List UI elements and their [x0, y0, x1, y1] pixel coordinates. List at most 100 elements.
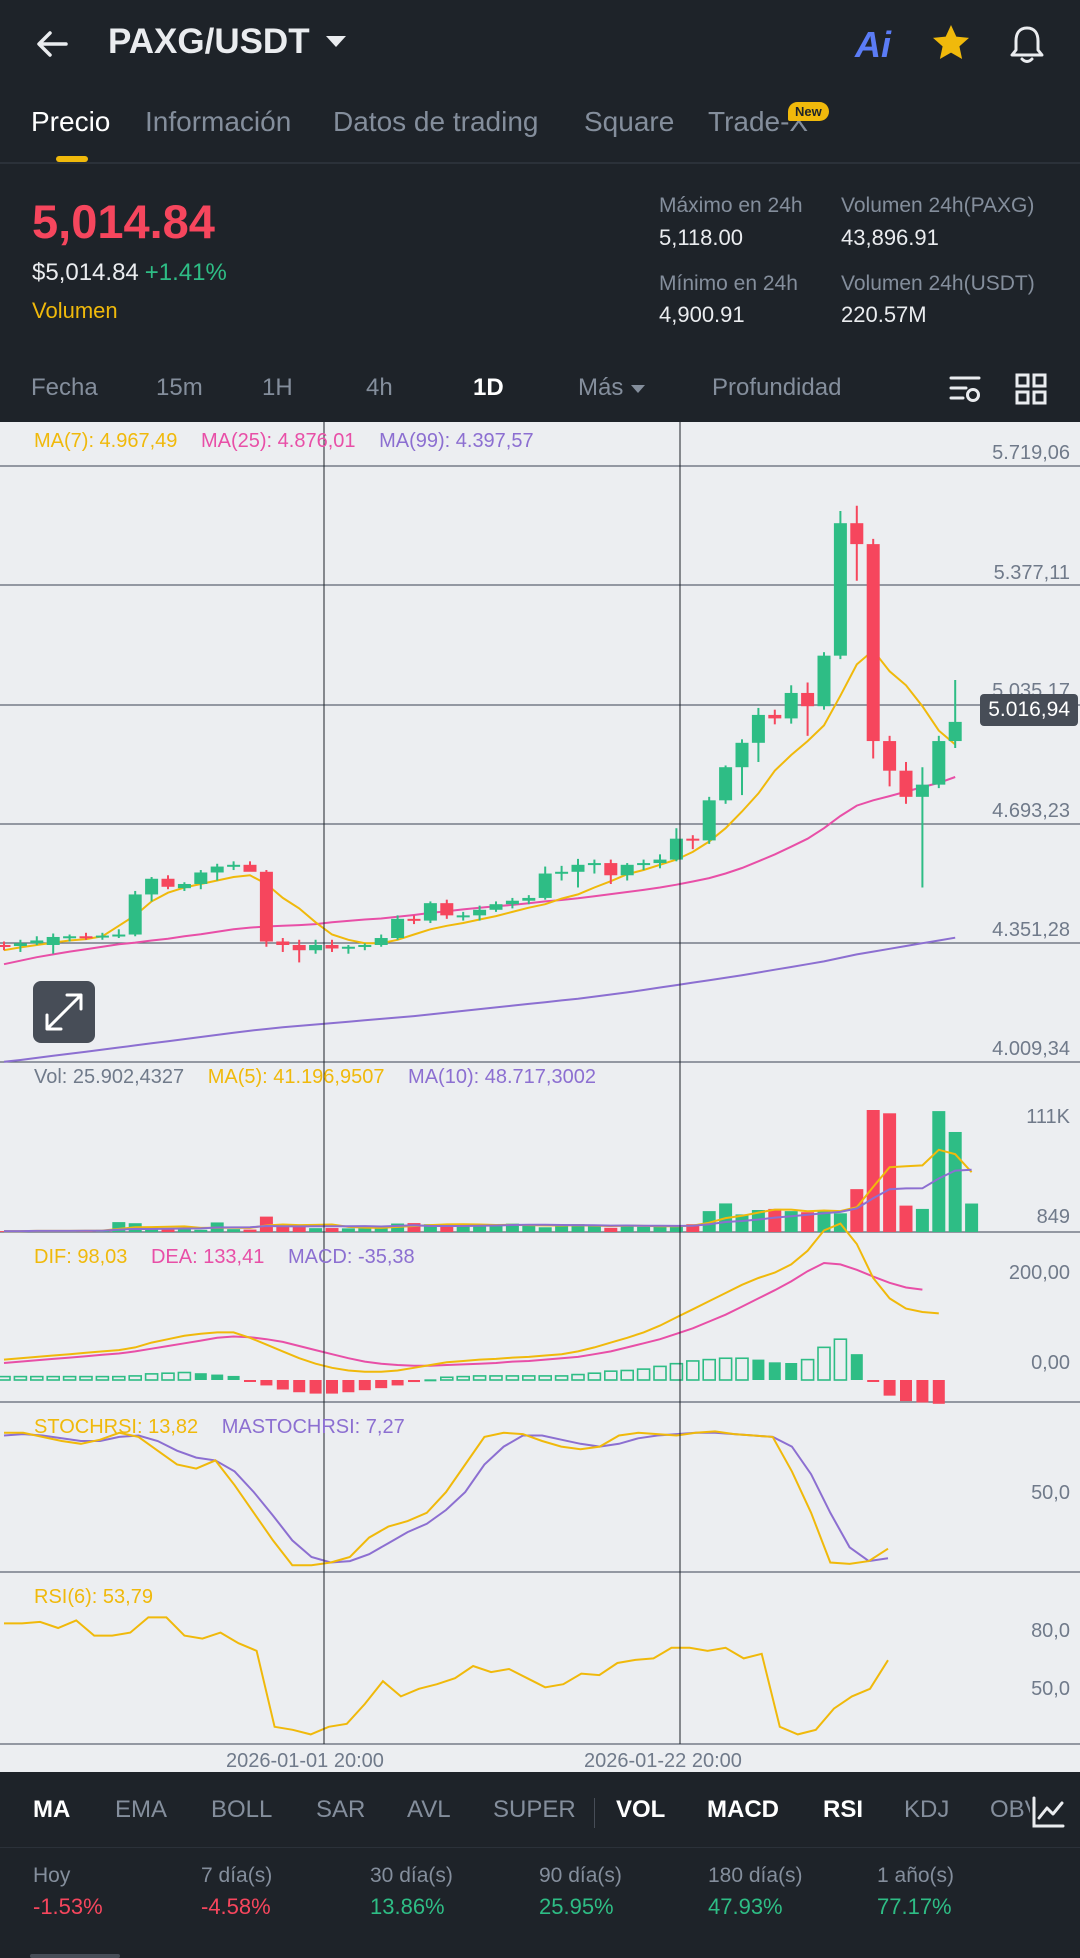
perf-value: -1.53% — [33, 1894, 103, 1919]
legend-dif: DIF: 98,03 — [34, 1246, 128, 1268]
candles — [0, 505, 962, 963]
volume-bar — [915, 1208, 929, 1232]
expand-icon — [45, 993, 83, 1031]
expand-chart-button[interactable] — [33, 981, 95, 1043]
ma-legend: MA(7): 4.967,49 MA(25): 4.876,01 MA(99):… — [34, 430, 552, 453]
indicator-boll[interactable]: BOLL — [211, 1796, 273, 1823]
macd-histogram-bar — [177, 1371, 192, 1381]
volume-legend: Vol: 25.902,4327 MA(5): 41.196,9507 MA(1… — [34, 1066, 614, 1089]
indicator-super[interactable]: SUPER — [493, 1796, 576, 1823]
perf-value: 13.86% — [370, 1894, 445, 1919]
back-arrow-icon[interactable] — [32, 24, 72, 64]
indicator-settings-icon[interactable] — [1030, 1794, 1066, 1830]
ai-assistant-icon[interactable]: Ai — [855, 24, 891, 65]
volume-bar — [276, 1224, 290, 1232]
candle-body — [751, 714, 765, 743]
mastochrsi-line — [3, 1431, 889, 1564]
candle-body — [719, 767, 733, 801]
macd-histogram-bar — [161, 1372, 175, 1381]
macd-histogram-bar — [439, 1376, 454, 1381]
tab-square[interactable]: Square — [584, 106, 675, 137]
volume-bar — [784, 1211, 798, 1232]
interval-1d[interactable]: 1D — [473, 374, 504, 401]
macd-histogram-bar — [554, 1375, 569, 1381]
volume-bar — [669, 1226, 683, 1232]
perf-label: 1 año(s) — [877, 1864, 955, 1887]
volume-link[interactable]: Volumen — [32, 298, 118, 323]
candle-body — [243, 864, 257, 872]
interval-15m[interactable]: 15m — [156, 374, 203, 401]
macd-panel — [0, 1222, 945, 1404]
trading-pair-title[interactable]: PAXG/USDT — [108, 22, 310, 61]
legend-vol-ma5: MA(5): 41.196,9507 — [207, 1066, 385, 1088]
legend-ma25: MA(25): 4.876,01 — [200, 430, 356, 452]
candle-body — [276, 941, 290, 945]
price-axis-tick: 5.719,06 — [992, 442, 1070, 464]
legend-macd: MACD: -35,38 — [287, 1246, 415, 1268]
macd-histogram-bar — [867, 1380, 880, 1382]
volume-bar — [817, 1210, 831, 1232]
candle-body — [423, 903, 437, 921]
volume-bar — [341, 1228, 355, 1232]
volume-base-value: 43,896.91 — [841, 225, 939, 250]
candle-body — [391, 918, 405, 939]
low-24h-label: Mínimo en 24h — [659, 272, 798, 295]
volume-bar — [686, 1224, 700, 1232]
stochrsi-axis-tick: 50,0 — [1031, 1482, 1070, 1504]
interval-fecha[interactable]: Fecha — [31, 374, 98, 401]
volume-bar — [407, 1223, 421, 1232]
indicator-kdj[interactable]: KDJ — [904, 1796, 950, 1823]
candle-body — [227, 864, 241, 867]
indicator-rsi[interactable]: RSI — [823, 1796, 864, 1823]
pair-dropdown-icon[interactable] — [326, 36, 346, 47]
volume-quote-label: Volumen 24h(USDT) — [841, 272, 1035, 295]
macd-dif-line — [3, 1222, 939, 1373]
tab-informacion[interactable]: Información — [145, 106, 292, 137]
notification-bell-icon[interactable] — [1006, 22, 1048, 66]
interval-4h[interactable]: 4h — [366, 374, 393, 401]
macd-histogram-bar — [833, 1338, 848, 1381]
volume-bar — [227, 1229, 241, 1232]
rsi-legend: RSI(6): 53,79 — [34, 1586, 171, 1609]
interval-1h[interactable]: 1H — [262, 374, 293, 401]
indicator-sar[interactable]: SAR — [316, 1796, 366, 1823]
price-chart[interactable]: MA(7): 4.967,49 MA(25): 4.876,01 MA(99):… — [0, 422, 1080, 1772]
new-badge: New — [788, 102, 829, 121]
macd-histogram-bar — [375, 1380, 388, 1389]
macd-axis-tick: 200,00 — [1008, 1262, 1070, 1284]
current-price-tag: 5.016,94 — [980, 694, 1078, 726]
indicator-separator — [594, 1798, 595, 1828]
candle-body — [620, 864, 634, 876]
chart-canvas[interactable] — [0, 422, 1080, 1772]
interval-profundidad[interactable]: Profundidad — [712, 374, 842, 401]
macd-histogram-bar — [702, 1358, 717, 1381]
favorite-star-icon[interactable] — [930, 22, 972, 64]
interval-mas[interactable]: Más — [578, 374, 646, 402]
layout-grid-icon[interactable] — [1014, 372, 1048, 406]
volume-bar — [801, 1212, 815, 1232]
candle-body — [194, 872, 208, 884]
indicator-ma[interactable]: MA — [33, 1796, 71, 1823]
macd-histogram-bar — [276, 1380, 289, 1390]
perf-label: 30 día(s) — [370, 1864, 453, 1887]
tab-datos-de-trading[interactable]: Datos de trading — [333, 106, 539, 137]
active-tab-indicator — [56, 156, 88, 162]
indicator-avl[interactable]: AVL — [407, 1796, 451, 1823]
macd-histogram-bar — [587, 1372, 602, 1381]
low-24h-value: 4,900.91 — [659, 302, 745, 327]
indicator-vol[interactable]: VOL — [616, 1796, 666, 1823]
macd-histogram-bar — [227, 1375, 240, 1380]
indicator-macd[interactable]: MACD — [707, 1796, 779, 1823]
tab-precio[interactable]: Precio — [31, 106, 111, 137]
price-usd: $5,014.84 — [32, 259, 139, 286]
volume-bar — [325, 1228, 339, 1232]
macd-histogram-bar — [817, 1346, 831, 1381]
volume-bars — [0, 1110, 979, 1233]
rsi-axis-tick: 80,0 — [1031, 1620, 1070, 1642]
price-axis-tick: 4.693,23 — [992, 800, 1070, 822]
macd-histogram-bar — [850, 1354, 863, 1380]
chart-settings-icon[interactable] — [948, 372, 982, 406]
indicator-ema[interactable]: EMA — [115, 1796, 168, 1823]
chevron-down-icon — [631, 384, 646, 393]
macd-histogram-bar — [538, 1375, 553, 1381]
